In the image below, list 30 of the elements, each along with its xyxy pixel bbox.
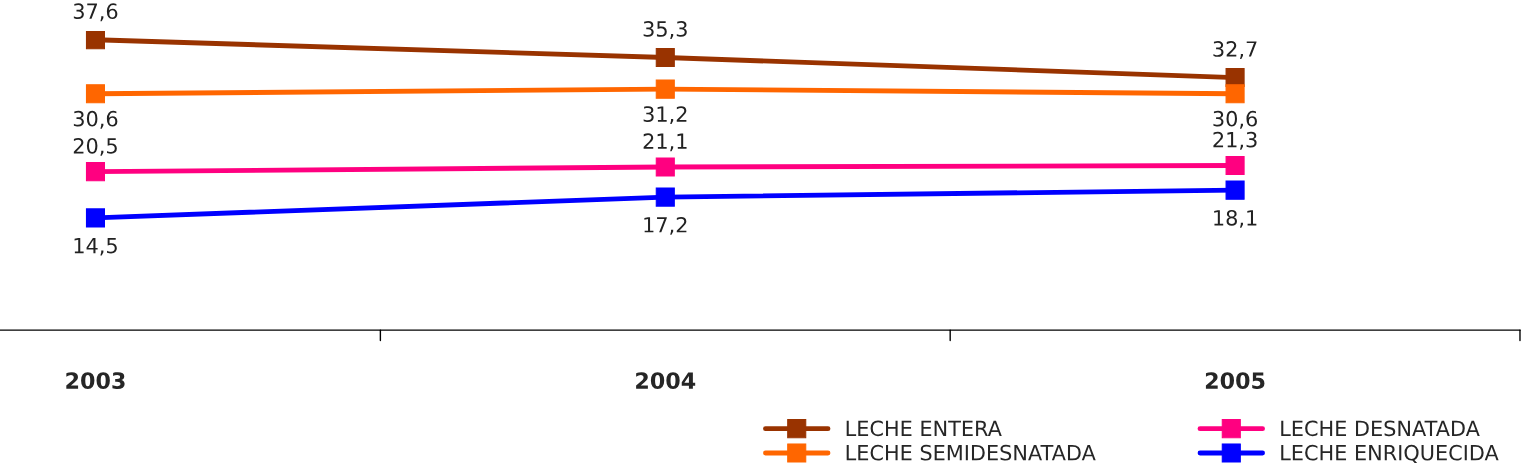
data-label: 32,7 <box>1213 41 1257 59</box>
legend-label: LECHE ENTERA <box>846 420 1002 437</box>
point <box>85 208 106 228</box>
legend-label: LECHE ENRIQUECIDA <box>1281 444 1499 463</box>
x-tick-label: 2003 <box>66 372 125 389</box>
point <box>85 84 106 104</box>
point <box>655 157 675 177</box>
data-label: 14,5 <box>74 237 117 256</box>
point <box>1225 84 1245 104</box>
data-label: 31,2 <box>643 106 687 125</box>
data-label: 18,1 <box>1214 209 1257 228</box>
data-label: 30,6 <box>1213 110 1257 129</box>
point <box>655 79 675 99</box>
legend-label: LECHE SEMIDESNATADA <box>846 444 1096 461</box>
data-label: 35,3 <box>643 21 687 39</box>
data-label: 21,1 <box>643 133 687 152</box>
point <box>1225 155 1245 176</box>
data-label: 20,5 <box>73 137 117 156</box>
point <box>655 187 675 207</box>
point <box>655 47 675 68</box>
data-label: 37,6 <box>73 3 118 22</box>
x-tick-label: 2005 <box>1205 372 1265 389</box>
data-label: 17,2 <box>644 216 687 235</box>
point <box>1225 180 1245 200</box>
point <box>85 162 106 182</box>
x-tick-label: 2004 <box>636 372 696 389</box>
point <box>85 30 106 50</box>
legend-label: LECHE DESNATADA <box>1281 420 1480 437</box>
data-label: 30,6 <box>73 110 118 129</box>
data-label: 21,3 <box>1213 131 1257 150</box>
